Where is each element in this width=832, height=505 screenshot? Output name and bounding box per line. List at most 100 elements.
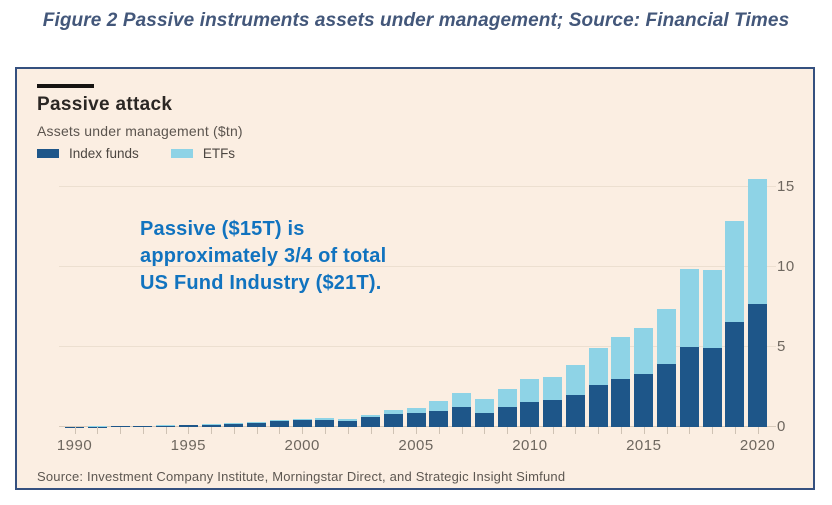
legend-swatch-index-funds-icon — [37, 149, 59, 158]
bar-2007 — [452, 393, 472, 427]
bar-1995 — [178, 425, 198, 427]
axis-tick-2013 — [598, 427, 600, 434]
figure-box: Passive attack Assets under management (… — [15, 67, 815, 490]
bar-segment-index-funds-2017 — [679, 347, 699, 427]
axis-tick-1995 — [188, 427, 190, 434]
bar-segment-index-funds-2008 — [474, 412, 494, 427]
bar-segment-index-funds-2019 — [725, 322, 745, 427]
bar-segment-etfs-2002 — [338, 418, 358, 421]
bar-segment-index-funds-2004 — [383, 414, 403, 427]
bar-segment-index-funds-2002 — [338, 420, 358, 427]
axis-tick-1997 — [233, 427, 235, 434]
bar-1994 — [156, 425, 176, 427]
bar-1991 — [87, 426, 107, 427]
bar-segment-etfs-2009 — [497, 388, 517, 407]
bar-2000 — [292, 418, 312, 427]
axis-tick-2007 — [461, 427, 463, 434]
axis-tick-2004 — [393, 427, 395, 434]
axis-tick-2010 — [529, 427, 531, 434]
axis-tick-1993 — [142, 427, 144, 434]
bar-2015 — [634, 328, 654, 427]
axis-tick-2020 — [757, 427, 759, 434]
bar-segment-etfs-2017 — [679, 268, 699, 347]
bar-1997 — [224, 423, 244, 427]
bar-segment-etfs-2004 — [383, 409, 403, 415]
bar-2013 — [588, 348, 608, 427]
source-note: Source: Investment Company Institute, Mo… — [37, 469, 566, 484]
bar-segment-etfs-2003 — [361, 414, 380, 418]
bar-segment-etfs-2015 — [634, 328, 654, 374]
chart-title: Passive attack — [37, 94, 173, 115]
bar-2002 — [338, 418, 358, 427]
axis-tick-2008 — [484, 427, 486, 434]
bar-segment-index-funds-1993 — [133, 426, 153, 427]
bar-segment-etfs-2001 — [315, 418, 335, 420]
bar-segment-index-funds-2009 — [497, 406, 517, 427]
bar-segment-etfs-1998 — [247, 421, 267, 423]
gridline-5 — [59, 346, 776, 347]
bar-segment-index-funds-1997 — [224, 423, 244, 427]
x-tick-label-2005: 2005 — [398, 437, 434, 454]
axis-tick-2000 — [302, 427, 304, 434]
bar-2006 — [429, 401, 449, 427]
bar-2018 — [702, 270, 722, 427]
x-tick-label-2015: 2015 — [626, 437, 662, 454]
axis-tick-2011 — [552, 427, 554, 434]
bar-segment-index-funds-2013 — [588, 385, 608, 427]
axis-tick-1998 — [256, 427, 258, 434]
bar-2017 — [679, 268, 699, 427]
bar-segment-index-funds-1996 — [201, 424, 221, 427]
y-tick-label-5: 5 — [777, 338, 786, 355]
axis-tick-2012 — [575, 427, 577, 434]
legend-item-index-funds: Index funds — [37, 146, 139, 161]
bar-segment-index-funds-1999 — [269, 420, 289, 427]
axis-tick-1992 — [120, 427, 122, 434]
bar-segment-index-funds-2006 — [429, 410, 449, 427]
bar-segment-etfs-2007 — [452, 393, 472, 408]
plot-area: 0 5 10 15 1990 1995 2000 2005 2010 2015 2020 — [57, 177, 794, 454]
bar-segment-index-funds-2001 — [315, 419, 335, 427]
bar-segment-index-funds-2011 — [543, 400, 563, 427]
bar-segment-index-funds-1995 — [178, 425, 198, 427]
bar-segment-etfs-2012 — [565, 364, 585, 396]
bar-2005 — [406, 407, 426, 427]
bar-segment-index-funds-2000 — [292, 419, 312, 427]
bar-segment-index-funds-2020 — [748, 303, 768, 427]
axis-tick-2019 — [734, 427, 736, 434]
bar-segment-etfs-2005 — [406, 407, 426, 414]
axis-tick-2006 — [438, 427, 440, 434]
axis-tick-1999 — [279, 427, 281, 434]
bar-2003 — [361, 414, 380, 427]
axis-tick-1994 — [165, 427, 167, 434]
bar-2010 — [520, 379, 540, 427]
x-tick-label-2000: 2000 — [284, 437, 320, 454]
axis-tick-2018 — [712, 427, 714, 434]
axis-tick-1991 — [97, 427, 99, 434]
annotation-line-1: Passive ($15T) is — [140, 218, 305, 240]
bar-2004 — [383, 409, 403, 427]
bar-2014 — [611, 336, 631, 427]
axis-tick-2015 — [643, 427, 645, 434]
axis-tick-2002 — [347, 427, 349, 434]
bar-2019 — [725, 221, 745, 427]
bar-segment-index-funds-2018 — [702, 347, 722, 427]
legend-swatch-etfs-icon — [170, 149, 193, 158]
bar-segment-etfs-1999 — [269, 419, 289, 421]
bar-segment-index-funds-2010 — [520, 401, 540, 427]
bar-segment-index-funds-1994 — [156, 425, 176, 427]
bar-1998 — [247, 421, 267, 427]
bar-segment-etfs-2011 — [543, 377, 563, 401]
annotation-line-2: approximately 3/4 of total — [140, 245, 387, 267]
bar-segment-etfs-2016 — [657, 309, 677, 364]
x-tick-label-1995: 1995 — [170, 437, 207, 454]
kicker-bar — [37, 84, 94, 88]
bar-1993 — [133, 425, 153, 427]
x-tick-label-2020: 2020 — [739, 437, 776, 454]
bar-2001 — [315, 418, 335, 427]
bar-2011 — [543, 377, 563, 427]
legend-label-index-funds: Index funds — [69, 146, 139, 161]
axis-tick-1996 — [211, 427, 213, 434]
bar-segment-index-funds-1998 — [247, 422, 267, 427]
x-tick-label-2010: 2010 — [512, 437, 548, 454]
bar-1999 — [269, 419, 289, 427]
